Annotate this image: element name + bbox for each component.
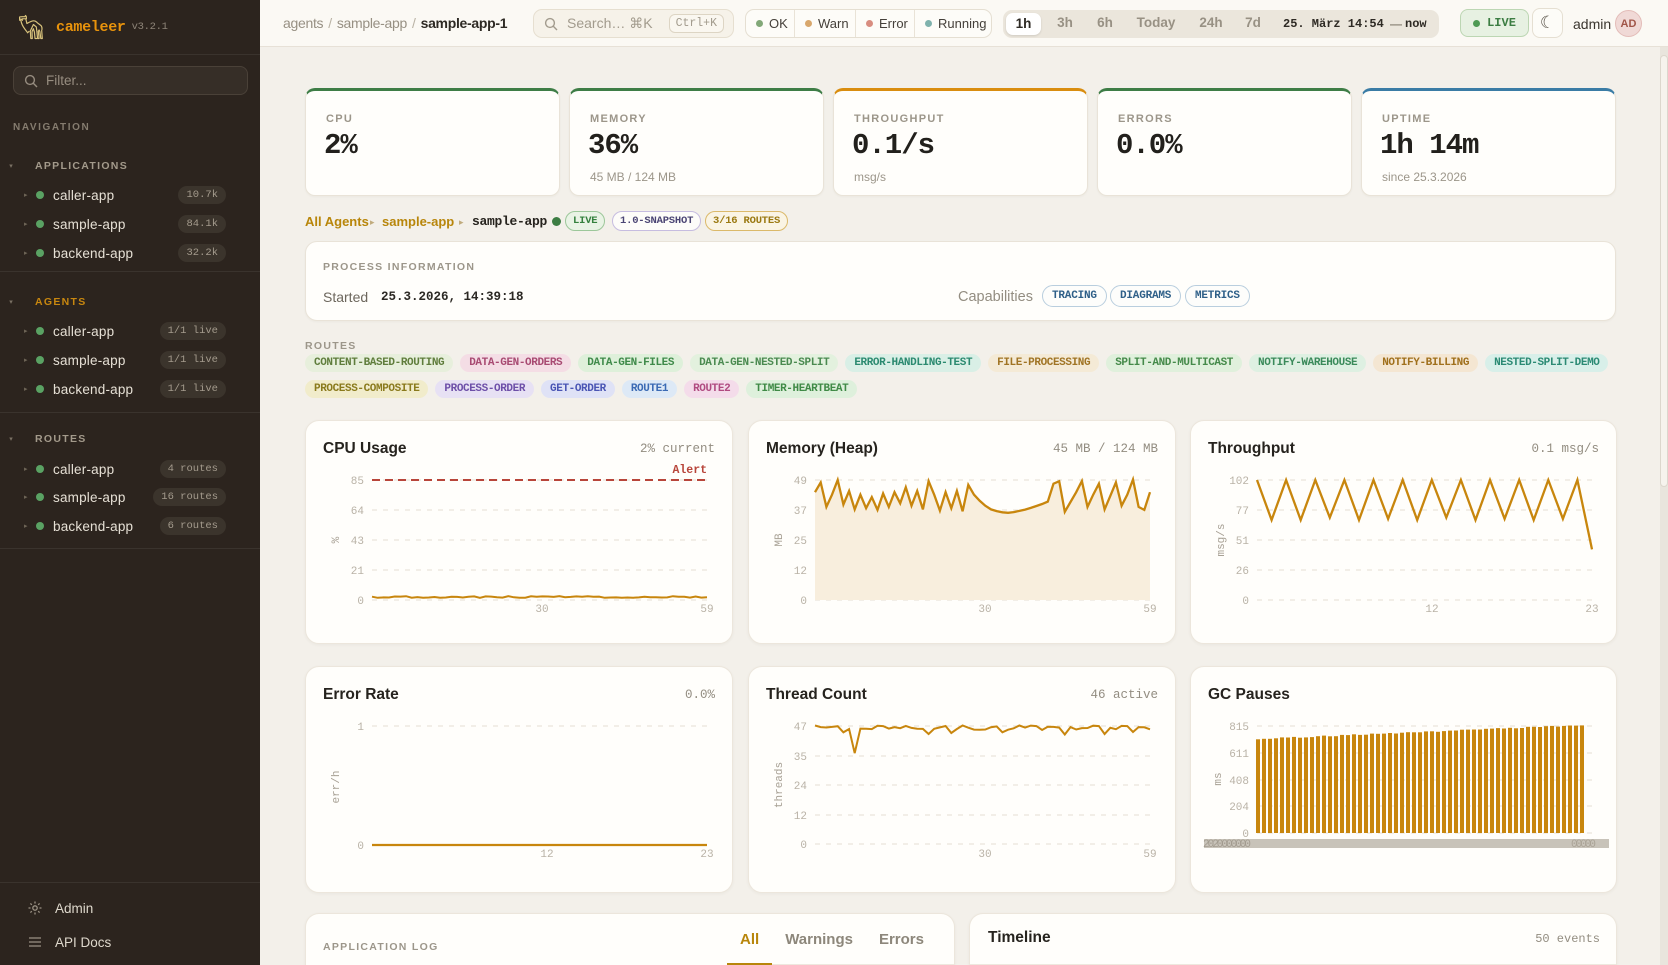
svg-text:12: 12: [1425, 604, 1438, 616]
svg-text:59: 59: [1143, 604, 1156, 616]
svg-text:408: 408: [1229, 776, 1249, 788]
svg-text:37: 37: [794, 506, 807, 518]
svg-text:0: 0: [357, 841, 364, 853]
svg-text:59: 59: [1143, 849, 1156, 861]
svg-text:12: 12: [794, 566, 807, 578]
svg-text:err/h: err/h: [331, 770, 343, 803]
svg-text:23: 23: [1585, 604, 1598, 616]
svg-text:MB: MB: [774, 533, 786, 547]
svg-text:ms: ms: [1213, 772, 1225, 785]
svg-text:0: 0: [800, 840, 807, 852]
svg-text:24: 24: [794, 781, 808, 793]
svg-text:35: 35: [794, 752, 807, 764]
svg-text:30: 30: [978, 849, 991, 861]
svg-text:0: 0: [357, 596, 364, 608]
svg-text:0: 0: [1242, 829, 1249, 841]
svg-text:%: %: [331, 536, 343, 543]
svg-text:25: 25: [794, 536, 807, 548]
svg-text:1: 1: [357, 722, 364, 734]
svg-text:611: 611: [1229, 749, 1249, 761]
svg-text:49: 49: [794, 476, 807, 488]
svg-text:12: 12: [794, 811, 807, 823]
svg-text:21: 21: [351, 566, 365, 578]
svg-text:30: 30: [978, 604, 991, 616]
svg-text:204: 204: [1229, 802, 1249, 814]
svg-text:threads: threads: [774, 762, 786, 808]
svg-text:64: 64: [351, 506, 365, 518]
svg-text:12: 12: [540, 849, 553, 861]
svg-text:815: 815: [1229, 722, 1249, 734]
svg-text:51: 51: [1236, 536, 1250, 548]
svg-text:26: 26: [1236, 566, 1249, 578]
svg-text:85: 85: [351, 476, 364, 488]
svg-text:00000: 00000: [1571, 839, 1595, 851]
svg-text:msg/s: msg/s: [1216, 523, 1228, 556]
svg-text:59: 59: [700, 604, 713, 616]
svg-text:23: 23: [700, 849, 713, 861]
svg-text:43: 43: [351, 536, 364, 548]
svg-text:102: 102: [1229, 476, 1249, 488]
svg-text:0: 0: [800, 596, 807, 608]
svg-text:2020000000: 2020000000: [1203, 839, 1250, 851]
svg-text:47: 47: [794, 722, 807, 734]
svg-text:77: 77: [1236, 506, 1249, 518]
svg-text:0: 0: [1242, 596, 1249, 608]
svg-text:Alert: Alert: [672, 464, 707, 477]
svg-text:30: 30: [535, 604, 548, 616]
